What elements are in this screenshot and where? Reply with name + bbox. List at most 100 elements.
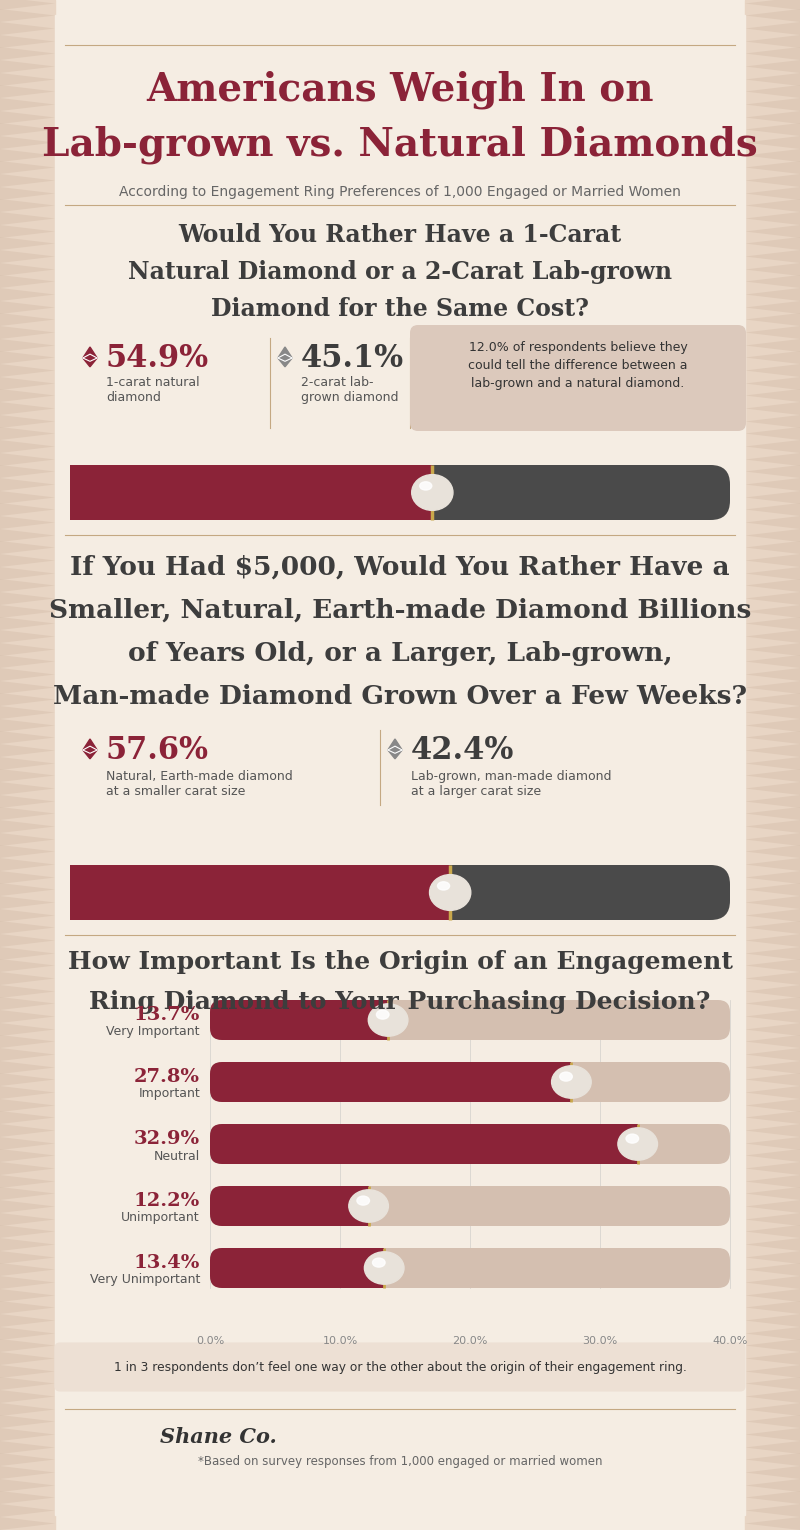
FancyBboxPatch shape [70,465,730,520]
Polygon shape [745,47,800,60]
Polygon shape [0,47,55,60]
Polygon shape [745,1480,800,1492]
FancyBboxPatch shape [210,1125,730,1164]
Polygon shape [745,98,800,112]
Text: 20.0%: 20.0% [452,1336,488,1346]
Polygon shape [745,1073,800,1086]
Polygon shape [745,0,800,11]
Text: 54.9%: 54.9% [106,343,209,373]
Polygon shape [0,1339,55,1353]
FancyBboxPatch shape [410,324,746,431]
Polygon shape [0,1403,55,1415]
Polygon shape [745,959,800,972]
Polygon shape [745,112,800,124]
Polygon shape [745,947,800,959]
Polygon shape [745,174,800,187]
FancyBboxPatch shape [210,1001,388,1040]
Polygon shape [0,35,55,47]
Polygon shape [745,340,800,352]
Polygon shape [745,491,800,503]
Polygon shape [0,1427,55,1441]
Polygon shape [745,542,800,554]
Polygon shape [0,592,55,604]
Polygon shape [745,73,800,86]
Polygon shape [745,1226,800,1238]
Polygon shape [745,604,800,618]
Polygon shape [745,858,800,871]
Polygon shape [745,1389,800,1403]
Polygon shape [0,9,55,21]
Polygon shape [0,477,55,491]
Polygon shape [745,263,800,275]
Polygon shape [745,1024,800,1036]
Polygon shape [745,1200,800,1213]
FancyBboxPatch shape [614,1125,638,1164]
Polygon shape [745,1149,800,1161]
Polygon shape [745,998,800,1010]
Polygon shape [0,757,55,770]
Polygon shape [745,1034,800,1048]
Polygon shape [83,739,97,750]
Polygon shape [745,681,800,695]
Polygon shape [745,1125,800,1137]
Polygon shape [745,985,800,998]
Polygon shape [745,1048,800,1060]
Polygon shape [0,491,55,503]
Polygon shape [0,1099,55,1112]
Polygon shape [0,1365,55,1379]
Ellipse shape [430,875,470,910]
Polygon shape [388,739,402,750]
Polygon shape [0,1441,55,1454]
Polygon shape [0,1466,55,1480]
Polygon shape [745,1111,800,1125]
Polygon shape [0,376,55,390]
Polygon shape [0,782,55,796]
Polygon shape [745,820,800,832]
Polygon shape [745,578,800,592]
Text: 32.9%: 32.9% [134,1131,200,1148]
Ellipse shape [349,1190,389,1222]
Polygon shape [0,947,55,959]
Polygon shape [745,376,800,390]
Polygon shape [0,213,55,225]
FancyBboxPatch shape [364,1001,388,1040]
Polygon shape [745,1518,800,1530]
Polygon shape [745,554,800,568]
Polygon shape [745,122,800,136]
Polygon shape [745,402,800,415]
FancyBboxPatch shape [210,1248,730,1288]
Text: Americans Weigh In on: Americans Weigh In on [146,70,654,109]
Ellipse shape [365,1252,404,1284]
Polygon shape [0,1238,55,1252]
Polygon shape [0,73,55,86]
Polygon shape [0,187,55,200]
Polygon shape [745,770,800,782]
FancyBboxPatch shape [70,864,450,920]
Text: Lab-grown vs. Natural Diamonds: Lab-grown vs. Natural Diamonds [42,125,758,164]
Polygon shape [745,453,800,467]
Text: If You Had $5,000, Would You Rather Have a: If You Had $5,000, Would You Rather Have… [70,555,730,580]
Polygon shape [745,592,800,604]
Polygon shape [0,845,55,858]
Polygon shape [388,750,402,759]
Polygon shape [745,1252,800,1264]
Polygon shape [0,225,55,239]
Polygon shape [0,415,55,428]
Polygon shape [0,1353,55,1365]
Ellipse shape [438,881,450,890]
Polygon shape [0,86,55,98]
Polygon shape [745,933,800,947]
Text: 10.0%: 10.0% [322,1336,358,1346]
Polygon shape [745,477,800,491]
Polygon shape [0,1060,55,1074]
Polygon shape [745,1415,800,1427]
Polygon shape [745,199,800,213]
Text: 1 in 3 respondents don’t feel one way or the other about the origin of their eng: 1 in 3 respondents don’t feel one way or… [114,1360,686,1374]
Polygon shape [0,1073,55,1086]
Polygon shape [0,1125,55,1137]
Polygon shape [0,1327,55,1340]
Polygon shape [0,441,55,453]
Polygon shape [745,1300,800,1314]
Polygon shape [278,358,292,367]
Polygon shape [745,364,800,376]
